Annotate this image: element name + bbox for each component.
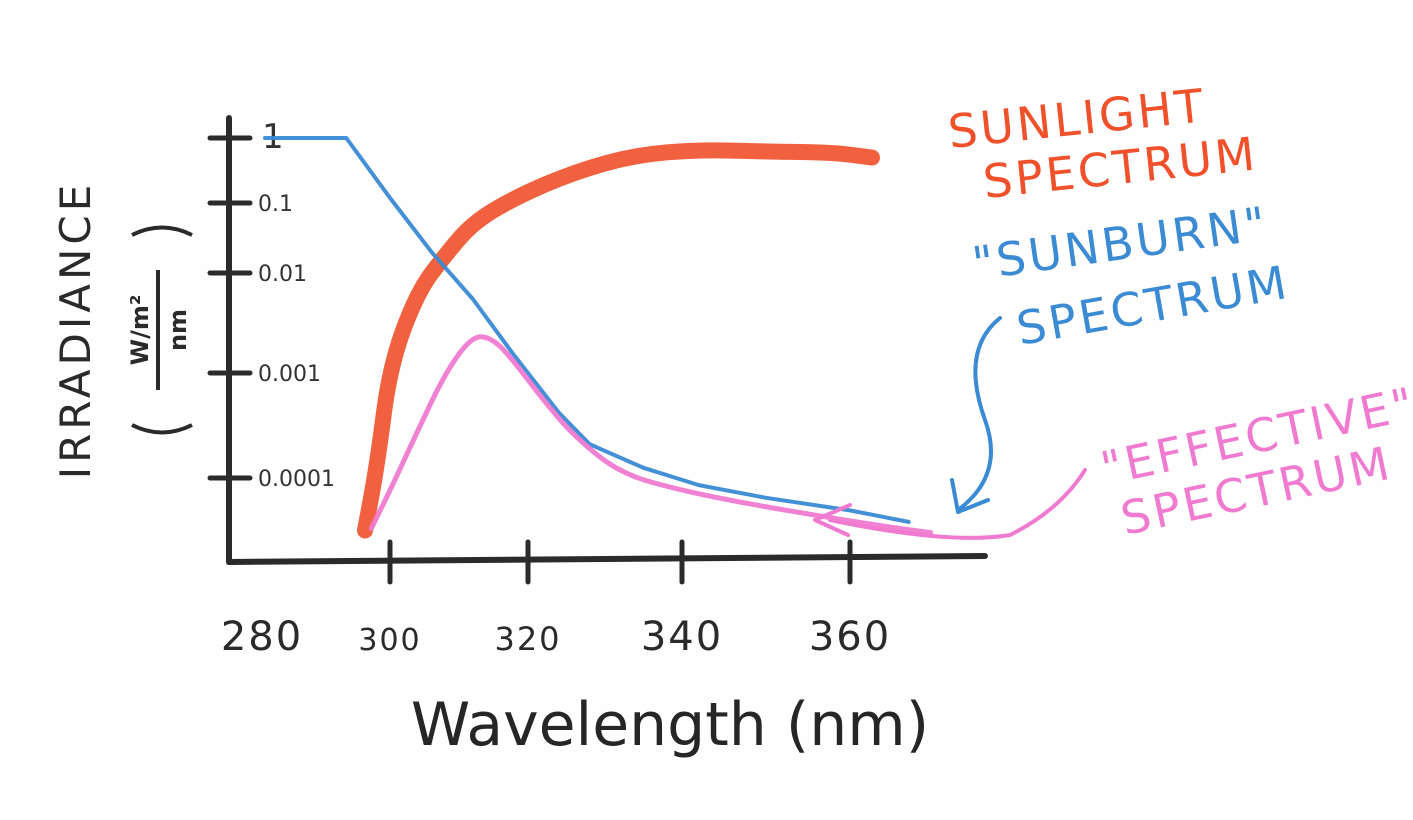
y-unit-denominator: nm <box>164 309 192 351</box>
sunburn-spectrum-line <box>263 136 911 524</box>
y-axis-unit: W/m² nm <box>126 225 193 435</box>
y-tick-label: 0.1 <box>258 192 293 217</box>
x-tick-label: 300 <box>358 623 421 658</box>
effective-arrowhead <box>813 503 852 537</box>
sunlight-spectrum-line <box>357 142 880 539</box>
x-tick-label: 340 <box>641 614 723 660</box>
y-tick-label: 0.01 <box>258 262 307 287</box>
x-tick-label: 320 <box>494 620 561 658</box>
x-tick-label: 360 <box>809 614 891 660</box>
y-tick-label: 0.001 <box>258 362 321 387</box>
y-unit-left-paren <box>131 423 193 435</box>
x-axis <box>226 553 988 565</box>
series-lines <box>263 136 934 539</box>
x-axis-label: Wavelength (nm) <box>411 690 929 760</box>
effective-spectrum-line <box>368 334 934 536</box>
y-axis-label: IRRADIANCE <box>51 181 100 480</box>
sunburn-arrow <box>956 316 1002 512</box>
effective-arrow <box>828 468 1087 540</box>
x-tick-label: 280 <box>221 614 303 660</box>
x-ticks: 280 300 320 340 360 <box>221 539 891 660</box>
y-unit-right-paren <box>131 225 193 237</box>
y-tick-label: 0.0001 <box>258 467 335 492</box>
sunburn-arrowhead <box>950 478 990 514</box>
y-unit-numerator: W/m² <box>126 295 154 366</box>
